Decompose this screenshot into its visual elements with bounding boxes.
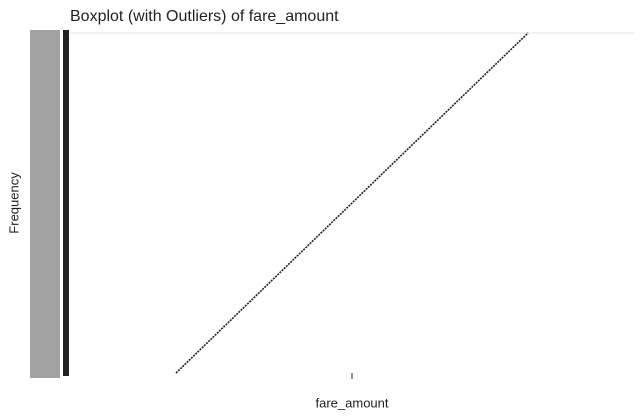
y-axis-label: Frequency <box>6 172 21 234</box>
data-line <box>175 32 529 374</box>
x-axis-label: fare_amount <box>316 395 389 410</box>
y-axis-band <box>63 30 69 376</box>
overlapping-y-labels <box>30 30 60 378</box>
chart-title: Boxplot (with Outliers) of fare_amount <box>70 8 339 25</box>
